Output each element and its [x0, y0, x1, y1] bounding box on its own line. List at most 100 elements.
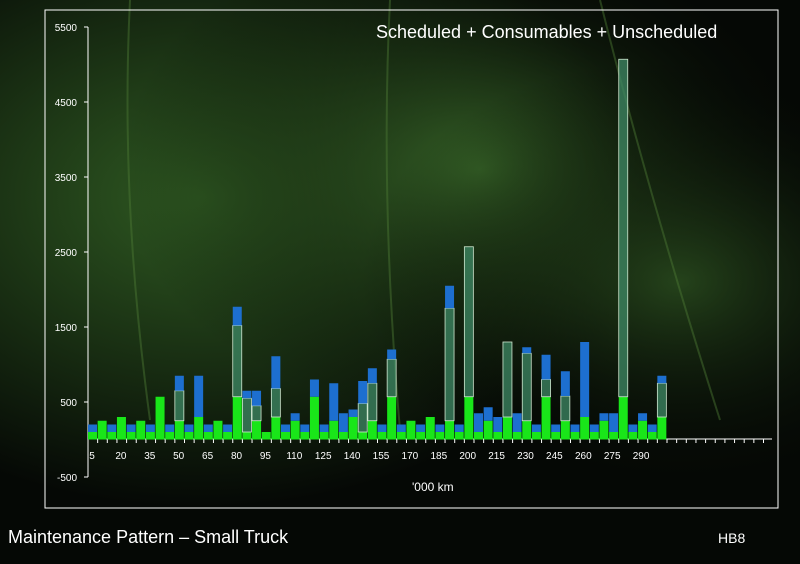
bar-unscheduled [454, 424, 464, 432]
bar-scheduled [483, 420, 493, 440]
bar-scheduled [454, 432, 464, 440]
bar-scheduled [367, 420, 377, 440]
bar-scheduled [107, 432, 117, 440]
bar-unscheduled [435, 424, 445, 432]
x-tick-label: 110 [286, 451, 302, 462]
bar-scheduled [609, 432, 619, 440]
bar-unscheduled [223, 424, 233, 432]
y-tick-label: 500 [60, 398, 77, 409]
bar-unscheduled [88, 424, 97, 432]
bar-unscheduled [483, 407, 493, 421]
bar-scheduled [271, 417, 281, 440]
bar-scheduled [338, 432, 348, 440]
bar-unscheduled [242, 390, 252, 399]
x-tick-label: 200 [459, 451, 476, 462]
bar-unscheduled [377, 424, 387, 432]
bar-scheduled [184, 432, 194, 440]
bar-unscheduled [416, 424, 426, 432]
bar-scheduled [474, 432, 483, 440]
bar-unscheduled [638, 413, 648, 421]
bar-scheduled [406, 420, 416, 440]
bar-unscheduled [570, 424, 580, 432]
bar-unscheduled [232, 306, 242, 326]
bar-consumables [251, 405, 262, 422]
x-tick-label: 95 [260, 451, 272, 462]
bar-scheduled [387, 396, 397, 440]
bar-scheduled [435, 432, 445, 440]
bar-scheduled [493, 432, 503, 440]
bar-unscheduled [560, 371, 570, 396]
bar-scheduled [252, 420, 262, 440]
bar-unscheduled [309, 379, 319, 397]
bar-scheduled [522, 420, 532, 440]
bar-consumables [463, 246, 474, 398]
bar-unscheduled [290, 413, 300, 421]
bar-unscheduled [580, 342, 590, 417]
bar-unscheduled [589, 424, 599, 432]
bar-scheduled [145, 432, 155, 440]
y-tick-label: 4500 [55, 98, 78, 109]
bar-consumables [232, 325, 243, 398]
bar-unscheduled [281, 424, 290, 432]
bar-unscheduled [358, 381, 368, 404]
bar-scheduled [638, 420, 648, 440]
bar-unscheduled [396, 424, 406, 432]
bar-unscheduled [647, 424, 657, 432]
bar-unscheduled [338, 413, 348, 432]
bar-scheduled [377, 432, 387, 440]
x-tick-label: 35 [144, 451, 156, 462]
y-tick-label: 1500 [55, 323, 78, 334]
bar-unscheduled [609, 413, 619, 432]
bar-consumables [502, 341, 513, 418]
bar-scheduled [580, 417, 590, 440]
bar-scheduled [502, 417, 512, 440]
footer-title: Maintenance Pattern – Small Truck [8, 527, 289, 547]
bar-unscheduled [174, 375, 184, 391]
bar-scheduled [628, 432, 638, 440]
bar-consumables [444, 307, 455, 422]
bar-unscheduled [194, 375, 204, 417]
bar-consumables [270, 388, 281, 418]
bar-unscheduled [367, 368, 377, 384]
bar-unscheduled [319, 424, 329, 432]
bar-unscheduled [628, 424, 638, 432]
bar-scheduled [425, 417, 435, 440]
bar-scheduled [618, 396, 628, 440]
x-tick-label: 245 [546, 451, 563, 462]
bar-scheduled [570, 432, 580, 440]
bar-scheduled [560, 420, 570, 440]
bar-unscheduled [522, 347, 532, 354]
bar-scheduled [396, 432, 406, 440]
bar-scheduled [647, 432, 657, 440]
bar-scheduled [97, 420, 107, 440]
x-tick-label: 50 [173, 451, 185, 462]
bar-consumables [367, 382, 378, 422]
x-tick-label: 260 [575, 451, 592, 462]
bar-scheduled [531, 432, 541, 440]
bar-consumables [521, 352, 532, 422]
bar-scheduled [657, 417, 667, 440]
bar-consumables [241, 397, 252, 433]
x-axis-label: '000 km [412, 480, 454, 494]
bar-scheduled [242, 432, 252, 440]
bar-unscheduled [531, 424, 541, 432]
bar-unscheduled [348, 409, 358, 417]
bar-unscheduled [252, 390, 262, 406]
bar-unscheduled [107, 424, 117, 432]
bar-scheduled [136, 420, 146, 440]
bar-scheduled [290, 420, 300, 440]
chart-title: Scheduled + Consumables + Unscheduled [376, 22, 718, 42]
bar-scheduled [232, 396, 242, 440]
bar-unscheduled [300, 424, 310, 432]
bar-scheduled [319, 432, 329, 440]
bar-unscheduled [329, 383, 339, 421]
x-tick-label: 125 [315, 451, 332, 462]
bar-unscheduled [387, 349, 397, 360]
bar-scheduled [126, 432, 136, 440]
bar-scheduled [551, 432, 561, 440]
bar-scheduled [541, 396, 551, 440]
bar-scheduled [300, 432, 310, 440]
footer-code: HB8 [718, 530, 746, 546]
